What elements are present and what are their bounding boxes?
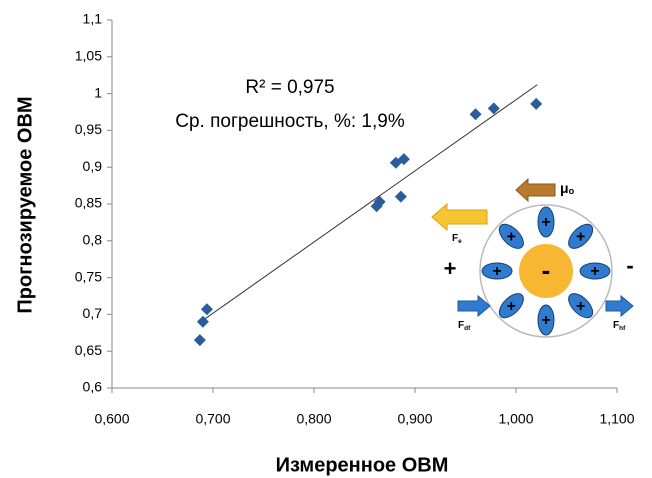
arrow — [516, 179, 555, 201]
y-tick-label: 1,1 — [83, 11, 103, 27]
core-sign: - — [542, 255, 551, 285]
arrow — [432, 204, 487, 230]
y-tick-label: 0,8 — [83, 232, 103, 248]
arrow — [458, 296, 490, 316]
y-tick-label: 0,7 — [83, 305, 103, 321]
y-tick-label: 0,85 — [75, 195, 102, 211]
y-tick-label: 1,05 — [75, 48, 102, 64]
charge: + — [492, 263, 501, 280]
y-tick-label: 0,6 — [83, 379, 103, 395]
force-sub: hf — [619, 325, 626, 332]
side-sign: - — [626, 253, 633, 278]
page: Измеренное ОВМ Прогнозируемое ОВМ R² = 0… — [0, 0, 652, 478]
force-sub: e — [458, 238, 462, 245]
force-label: μo — [560, 180, 575, 197]
force-sub: o — [569, 186, 575, 196]
charge: + — [541, 312, 550, 329]
y-tick-label: 0,65 — [75, 342, 102, 358]
chart: Измеренное ОВМ Прогнозируемое ОВМ R² = 0… — [0, 0, 652, 478]
x-tick-label: 1,100 — [599, 411, 634, 427]
point — [530, 98, 542, 110]
point — [194, 334, 206, 346]
x-tick-label: 0,900 — [397, 411, 432, 427]
charge: + — [576, 298, 585, 315]
arrow — [606, 296, 633, 316]
x-tick-label: 0,600 — [94, 411, 129, 427]
diagram: - + + + + + + + + + - μo Fe Fdf Fhf — [432, 179, 634, 337]
force-sub: df — [464, 325, 471, 332]
point — [470, 108, 482, 120]
force-name: μ — [560, 180, 569, 196]
x-axis-title: Измеренное ОВМ — [276, 454, 449, 476]
charge: + — [576, 229, 585, 246]
y-tick-label: 0,95 — [75, 121, 102, 137]
point — [395, 191, 407, 203]
annotation: R² = 0,975 — [245, 77, 334, 98]
charge: + — [507, 229, 516, 246]
y-axis-title: Прогнозируемое ОВМ — [14, 96, 36, 313]
charge: + — [541, 214, 550, 231]
force-label: Fhf — [613, 320, 626, 332]
y-tick-label: 0,9 — [83, 158, 103, 174]
force-label: Fe — [452, 233, 462, 245]
annotation: Ср. погрешность, %: 1,9% — [175, 111, 405, 132]
point — [201, 303, 213, 315]
charge: + — [507, 298, 516, 315]
y-tick-label: 1 — [94, 84, 102, 100]
charge: + — [590, 263, 599, 280]
x-tick-label: 1,000 — [498, 411, 533, 427]
x-tick-label: 0,700 — [195, 411, 230, 427]
y-tick-label: 0,75 — [75, 268, 102, 284]
force-label: Fdf — [458, 320, 471, 332]
side-sign: + — [444, 256, 457, 281]
x-tick-label: 0,800 — [296, 411, 331, 427]
